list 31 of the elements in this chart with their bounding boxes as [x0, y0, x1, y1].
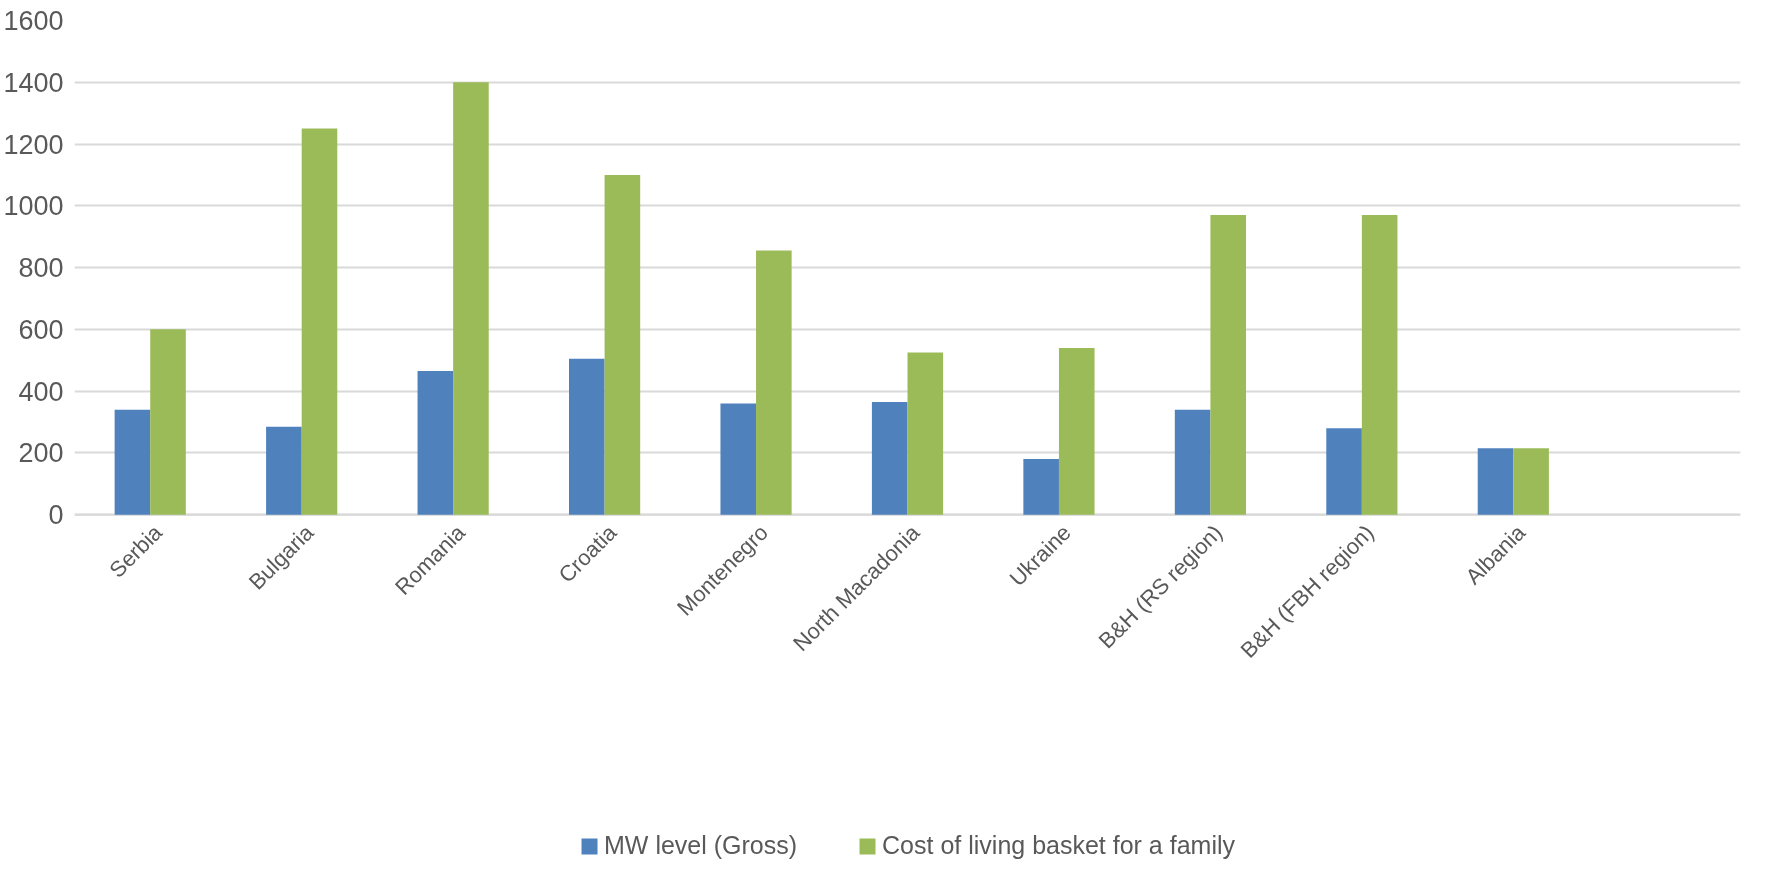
y-tick-label: 600 [18, 314, 64, 345]
y-tick-label: 1200 [3, 129, 64, 160]
bar [1174, 409, 1211, 515]
bar [1326, 428, 1362, 515]
bar [150, 329, 186, 515]
y-tick-label: 1000 [3, 191, 64, 222]
y-tick-label: 200 [18, 438, 64, 469]
bar [1477, 448, 1514, 515]
bar [720, 403, 757, 515]
bar [1210, 215, 1246, 515]
y-tick-label: 0 [48, 500, 64, 531]
y-tick-label: 1600 [3, 6, 64, 36]
y-tick-label: 400 [18, 376, 64, 407]
bar [604, 174, 641, 515]
bar [569, 358, 605, 515]
bar [907, 352, 944, 515]
bar [266, 426, 302, 515]
bar [871, 401, 908, 515]
bar [756, 250, 792, 515]
y-tick-label: 1400 [3, 67, 64, 98]
bar [114, 409, 151, 515]
bar [301, 128, 338, 515]
bar [417, 371, 454, 515]
bar [1513, 448, 1549, 515]
bar [1023, 459, 1059, 515]
bar [1058, 347, 1095, 515]
legend-label: MW level (Gross) [604, 831, 798, 860]
y-tick-label: 800 [18, 253, 64, 284]
bar [453, 82, 489, 515]
legend-label: Cost of living basket for a family [882, 831, 1235, 860]
bar [1361, 215, 1398, 515]
